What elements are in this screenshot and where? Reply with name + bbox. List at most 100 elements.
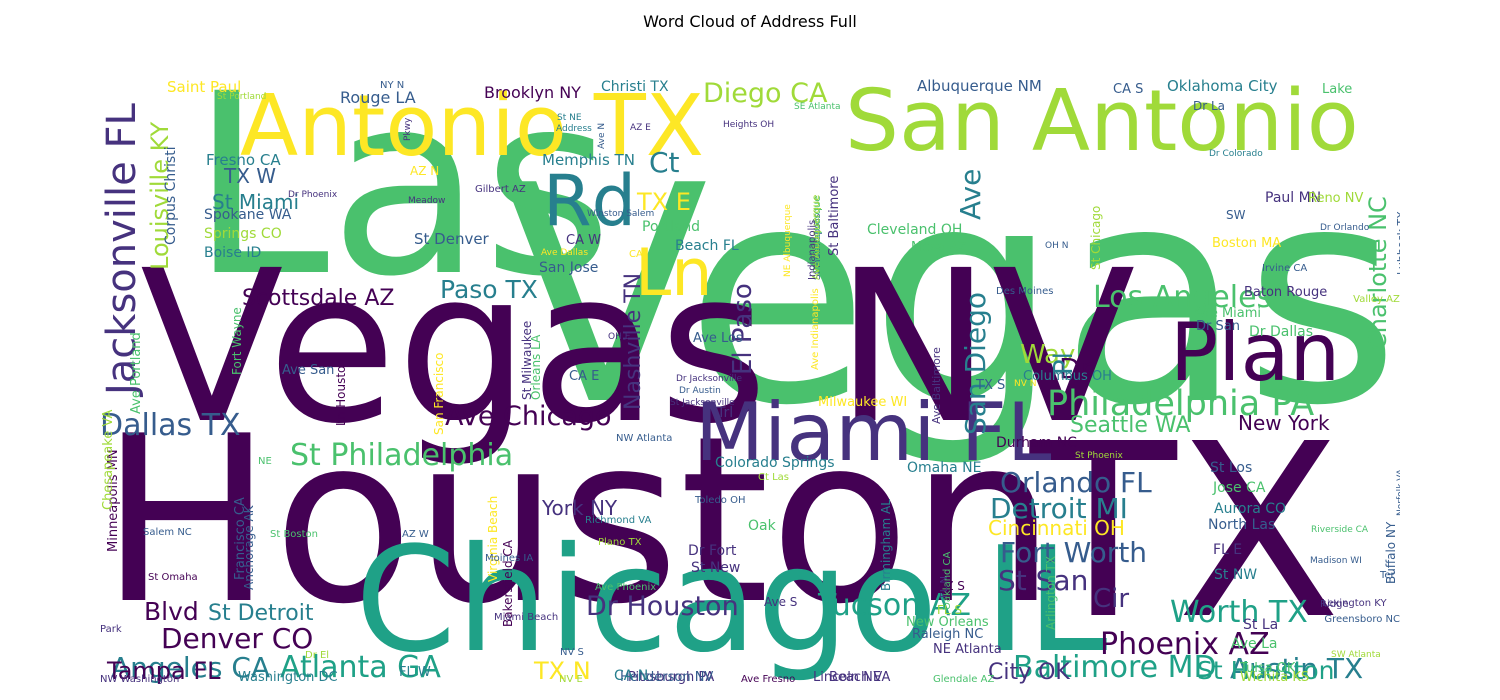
cloud-word: St NW [1214, 567, 1257, 583]
cloud-word: NE Albuquerque [783, 204, 793, 277]
cloud-word: Ave La [1231, 636, 1277, 652]
cloud-word: Pl [1049, 352, 1079, 375]
cloud-word: Cleveland OH [867, 222, 962, 238]
cloud-word: York NY [541, 496, 618, 520]
cloud-word: Des Moines [996, 286, 1053, 297]
cloud-word: Tulsa OK [1239, 661, 1296, 676]
cloud-word: Ave N [597, 123, 607, 149]
cloud-word: Francisco CA [233, 497, 248, 580]
cloud-word: Ave Portland [129, 332, 144, 414]
cloud-word: Jose CA [1212, 480, 1266, 496]
cloud-word: Vegas NV [140, 225, 1135, 470]
cloud-word: St Philadelphia [290, 438, 513, 473]
cloud-word: Washington DC [238, 670, 338, 685]
cloud-word: Gilbert AZ [475, 184, 526, 195]
cloud-word: Dr El [305, 650, 329, 661]
cloud-word: Springs CO [204, 226, 282, 242]
cloud-word: St Detroit [208, 601, 314, 626]
cloud-word: City OK [988, 660, 1070, 685]
cloud-word: Spokane WA [204, 207, 292, 223]
cloud-word: Pkwy [403, 117, 413, 141]
cloud-word: Madison WI [1310, 556, 1362, 566]
cloud-word: Orleans LA [529, 334, 543, 400]
cloud-word: Dr Jacksonville [676, 374, 743, 384]
cloud-word: Brooklyn NY [484, 83, 581, 102]
cloud-word: Riverside CA [1311, 525, 1369, 535]
cloud-word: NW Atlanta [616, 433, 672, 444]
cloud-word: El Paso [728, 283, 758, 375]
cloud-word: FL E [1213, 542, 1242, 558]
cloud-word: NV E [559, 674, 583, 685]
cloud-word: Lubbock TX [1395, 211, 1400, 275]
cloud-word: St NE [557, 113, 582, 123]
cloud-word: St Houston [1197, 656, 1335, 685]
cloud-word: Winston Salem [587, 209, 654, 219]
cloud-word: Albuquerque NM [917, 77, 1042, 95]
cloud-word: Blvd [144, 597, 199, 626]
cloud-word: Miami FL [695, 386, 1052, 479]
cloud-word: Jacksonville FL [100, 103, 145, 398]
cloud-word: Address [556, 124, 592, 134]
cloud-word: St Indianapolis [813, 213, 823, 280]
cloud-word: OH E [608, 332, 631, 342]
cloud-word: AZ N [410, 164, 439, 178]
cloud-word: St Portland [217, 92, 266, 102]
cloud-word: Detroit MI [990, 492, 1128, 525]
cloud-word: Mesa AZ [911, 240, 967, 255]
cloud-word: NE Atlanta [933, 642, 1002, 657]
cloud-word: Boston MA [1212, 236, 1281, 251]
cloud-word: Paso TX [440, 275, 538, 304]
cloud-word: St Los [1210, 460, 1252, 476]
cloud-word: Austin TX [1230, 652, 1363, 685]
cloud-word: AZ S [937, 579, 965, 593]
cloud-word: Park [100, 624, 122, 635]
cloud-word: Heights OH [723, 120, 774, 130]
cloud-word: Ave Los [693, 331, 743, 346]
cloud-word: Dr Houston [586, 591, 739, 622]
cloud-word: Ave Chicago [445, 401, 612, 432]
chart-title: Word Cloud of Address Full [643, 12, 857, 31]
cloud-word: Richmond VA [585, 515, 651, 526]
cloud-word: St Baltimore [827, 176, 842, 256]
cloud-word: San Jose [539, 260, 598, 276]
cloud-word: Omaha NE [907, 460, 981, 476]
cloud-word: FL S [937, 603, 962, 617]
cloud-word: Louisville KY [146, 122, 174, 271]
cloud-word: NW Washington [100, 674, 179, 685]
cloud-word: Baton Rouge [1244, 285, 1327, 300]
cloud-word: Tucson AZ [817, 588, 971, 623]
cloud-word: Reno NV [1308, 191, 1363, 206]
cloud-word: TX W [223, 164, 276, 188]
cloud-word: Scottsdale AZ [242, 286, 394, 311]
cloud-word: OH N [1045, 241, 1068, 251]
cloud-word: Dr Austin [679, 386, 721, 396]
cloud-word: TX E [636, 188, 691, 216]
cloud-word: St Boston [270, 529, 318, 540]
cloud-word: Lexington KY [1322, 598, 1388, 609]
cloud-word: Cir [1093, 584, 1129, 614]
cloud-word: Memphis TN [542, 151, 635, 169]
cloud-word: Dr [1059, 352, 1093, 385]
cloud-word: San Antonio [845, 72, 1359, 171]
cloud-word: Dr Colorado [1209, 149, 1263, 159]
cloud-word: CA [629, 249, 643, 260]
cloud-word: Birmingham AL [879, 499, 893, 591]
cloud-word: Rouge LA [340, 88, 416, 107]
cloud-word: Greensboro NC [1324, 614, 1400, 625]
cloud-word: Cincinnati OH [988, 516, 1125, 540]
cloud-word: Chesapeake VA [101, 409, 116, 510]
cloud-word: Orlando FL [1000, 466, 1152, 499]
cloud-word: CA E [569, 369, 599, 384]
cloud-word: Rd [543, 160, 636, 242]
cloud-word: Beach VA [829, 670, 890, 685]
cloud-word: Ln [635, 236, 712, 311]
cloud-word: TX N [533, 657, 591, 685]
cloud-word: Norfolk VA [1396, 468, 1400, 516]
cloud-word: TX S [975, 378, 1005, 393]
cloud-word: St Chicago [1089, 206, 1103, 270]
cloud-word: Moines IA [485, 553, 533, 564]
cloud-word: Dr La [1193, 99, 1225, 113]
cloud-word: Tampa FL [106, 657, 221, 685]
cloud-word: NV S [560, 647, 584, 658]
